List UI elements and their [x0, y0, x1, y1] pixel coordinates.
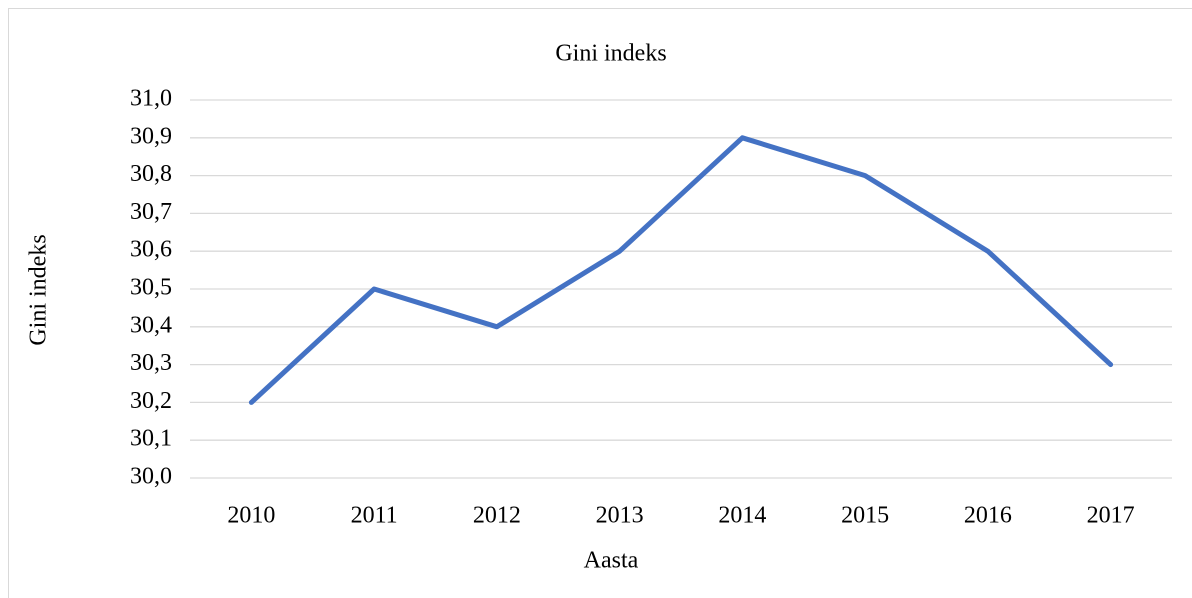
y-tick-label: 30,1 [130, 426, 172, 452]
y-tick-label: 30,3 [130, 350, 172, 376]
x-tick-label: 2010 [227, 503, 275, 529]
line-series [248, 135, 1114, 405]
y-tick-label: 30,2 [130, 388, 172, 414]
x-tick-label: 2014 [718, 503, 766, 529]
y-tick-label: 30,0 [130, 464, 172, 490]
y-tick-label: 30,9 [130, 123, 172, 149]
x-axis-label: Aasta [584, 548, 639, 574]
chart-border [8, 8, 1192, 598]
y-tick-label: 31,0 [130, 86, 172, 112]
x-tick-label: 2017 [1087, 503, 1135, 529]
x-tick-label: 2015 [841, 503, 889, 529]
x-tick-label: 2013 [596, 503, 644, 529]
x-tick-label: 2016 [964, 503, 1012, 529]
chart-title: Gini indeks [555, 41, 666, 67]
x-tick-label: 2011 [351, 503, 398, 529]
y-axis-label: Gini indeks [26, 234, 52, 345]
y-tick-label: 30,4 [130, 312, 172, 338]
y-tick-label: 30,5 [130, 275, 172, 301]
y-tick-label: 30,6 [130, 237, 172, 263]
y-tick-label: 30,7 [130, 199, 172, 225]
x-tick-label: 2012 [473, 503, 521, 529]
y-tick-label: 30,8 [130, 161, 172, 187]
